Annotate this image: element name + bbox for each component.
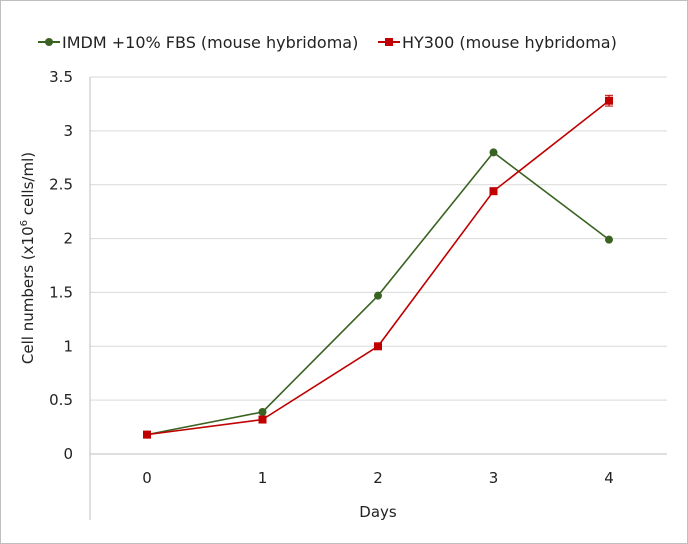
legend-label-2: HY300 (mouse hybridoma) — [402, 33, 617, 52]
x-tick-label: 0 — [142, 469, 152, 487]
y-axis-label-main: Cell numbers (x10 — [19, 226, 37, 364]
y-tick-label: 2.5 — [49, 176, 73, 194]
gridlines — [90, 76, 667, 401]
data-point — [374, 291, 382, 300]
y-tick-label: 3.5 — [49, 68, 73, 86]
y-tick-label: 0.5 — [49, 391, 73, 409]
legend-marker-2 — [385, 38, 393, 46]
tick-labels: 0 0.5 1 1.5 2 2.5 3 3.5 0 1 2 3 4 — [49, 68, 614, 487]
data-point — [374, 342, 382, 351]
y-tick-label: 1.5 — [49, 283, 73, 301]
y-tick-label: 2 — [63, 230, 73, 248]
x-tick-label: 4 — [604, 469, 614, 487]
y-tick-label: 0 — [63, 445, 73, 463]
y-tick-label: 3 — [63, 122, 73, 140]
y-tick-label: 1 — [63, 337, 73, 355]
legend: IMDM +10% FBS (mouse hybridoma) HY300 (mo… — [38, 33, 617, 52]
x-tick-label: 3 — [489, 469, 499, 487]
data-point — [258, 407, 267, 416]
series-line-2 — [146, 100, 610, 436]
data-point — [605, 96, 613, 105]
legend-marker-1 — [45, 38, 53, 46]
x-axis-label: Days — [359, 503, 397, 521]
legend-label-1: IMDM +10% FBS (mouse hybridoma) — [62, 33, 358, 52]
y-axis-label: Cell numbers (x106 cells/ml) — [19, 152, 37, 364]
series-markers — [143, 94, 613, 439]
data-point — [143, 430, 151, 439]
y-axis-label-superscript: 6 — [19, 220, 30, 226]
axes — [89, 77, 667, 520]
data-point — [258, 415, 267, 424]
y-axis-label-tail: cells/ml) — [19, 152, 37, 220]
data-point — [605, 235, 613, 244]
x-tick-label: 2 — [373, 469, 383, 487]
data-point — [489, 187, 498, 196]
series-lines — [146, 100, 610, 436]
x-tick-label: 1 — [258, 469, 268, 487]
data-point — [489, 148, 498, 157]
